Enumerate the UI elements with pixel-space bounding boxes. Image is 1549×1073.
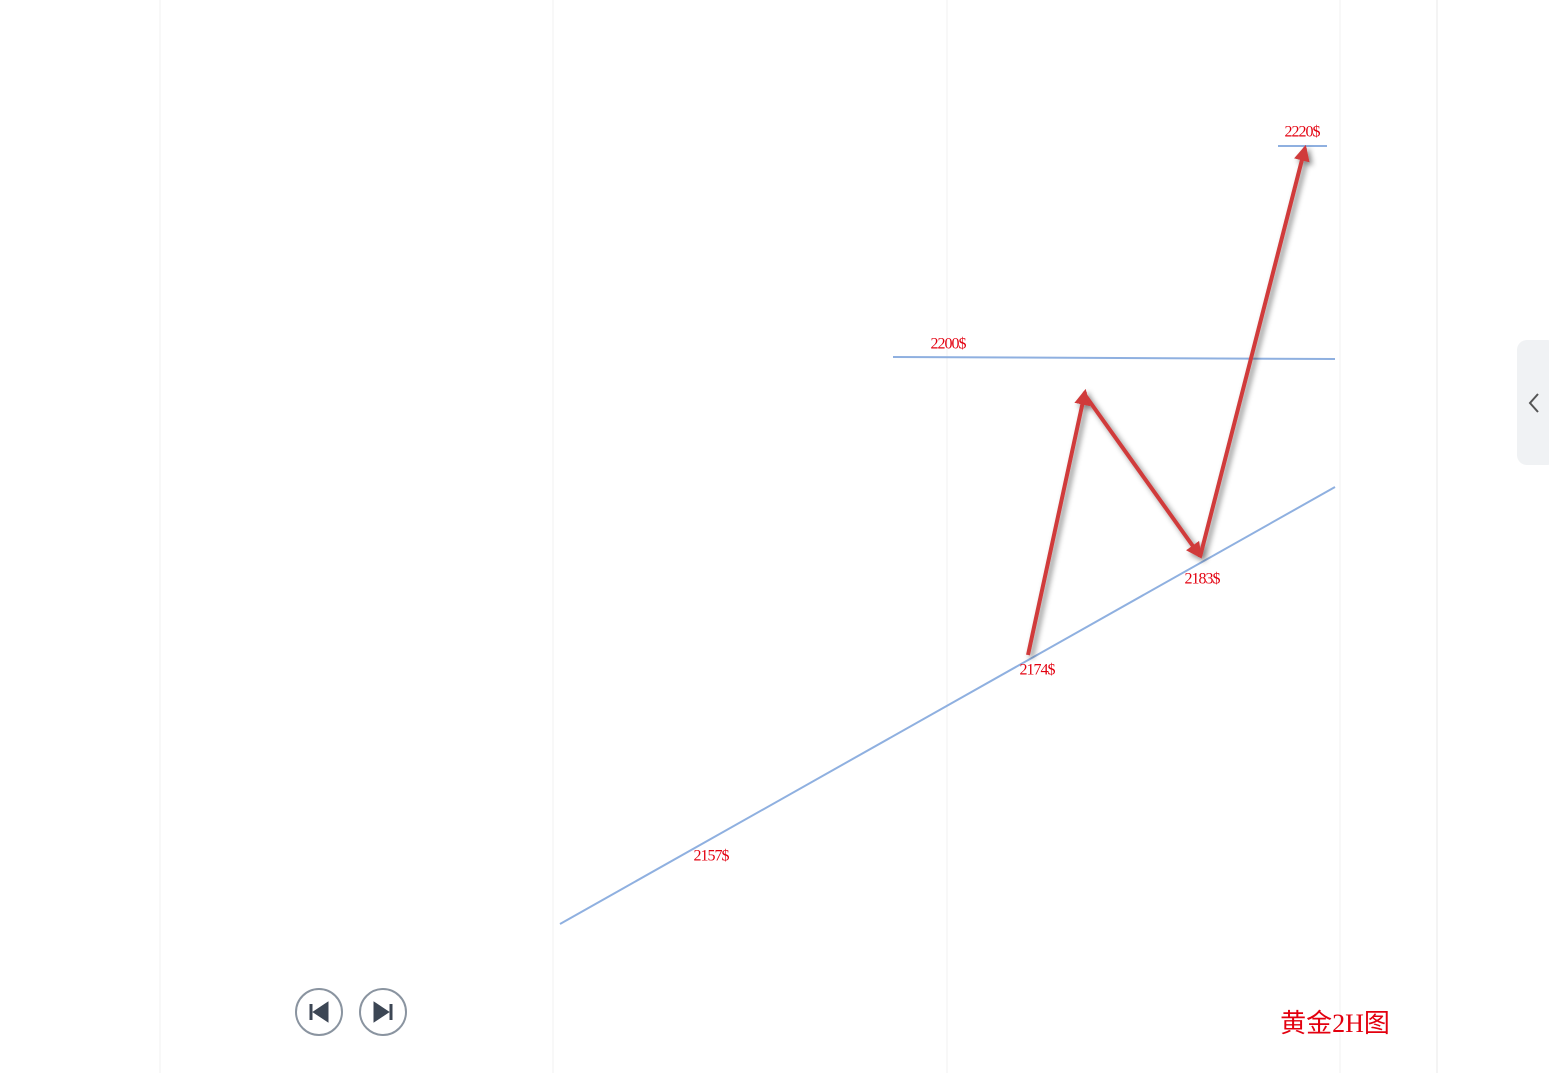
side-tab[interactable] (1517, 340, 1549, 465)
chart-caption: 黄金2H图 (1280, 1009, 1390, 1038)
drawings: 2200$ 2157$ 2174$ 2183$ 2220$ 黄金2H图 (559, 124, 1390, 1038)
annotation: 2157$ (694, 848, 730, 865)
arrow (1083, 393, 1202, 559)
replay-prev[interactable] (295, 988, 343, 1036)
axis-background (1437, 0, 1549, 1073)
chevron[interactable] (1528, 393, 1539, 413)
annotation: 2220$ (1285, 124, 1321, 141)
side-tab-bg[interactable] (1517, 340, 1549, 465)
arrows (1026, 144, 1310, 656)
arrow (1198, 144, 1310, 558)
trend-line (559, 486, 1336, 925)
replay-next[interactable] (359, 988, 407, 1036)
annotation: 2200$ (931, 336, 967, 353)
resistance-line (892, 356, 1336, 360)
annotation: 2174$ (1020, 662, 1056, 679)
arrow (1026, 388, 1091, 656)
icon[interactable] (309, 1001, 329, 1023)
icon[interactable] (373, 1001, 393, 1023)
price-axis (1436, 0, 1549, 1073)
vertical-grid (159, 0, 1341, 1073)
annotation: 2183$ (1185, 571, 1221, 588)
